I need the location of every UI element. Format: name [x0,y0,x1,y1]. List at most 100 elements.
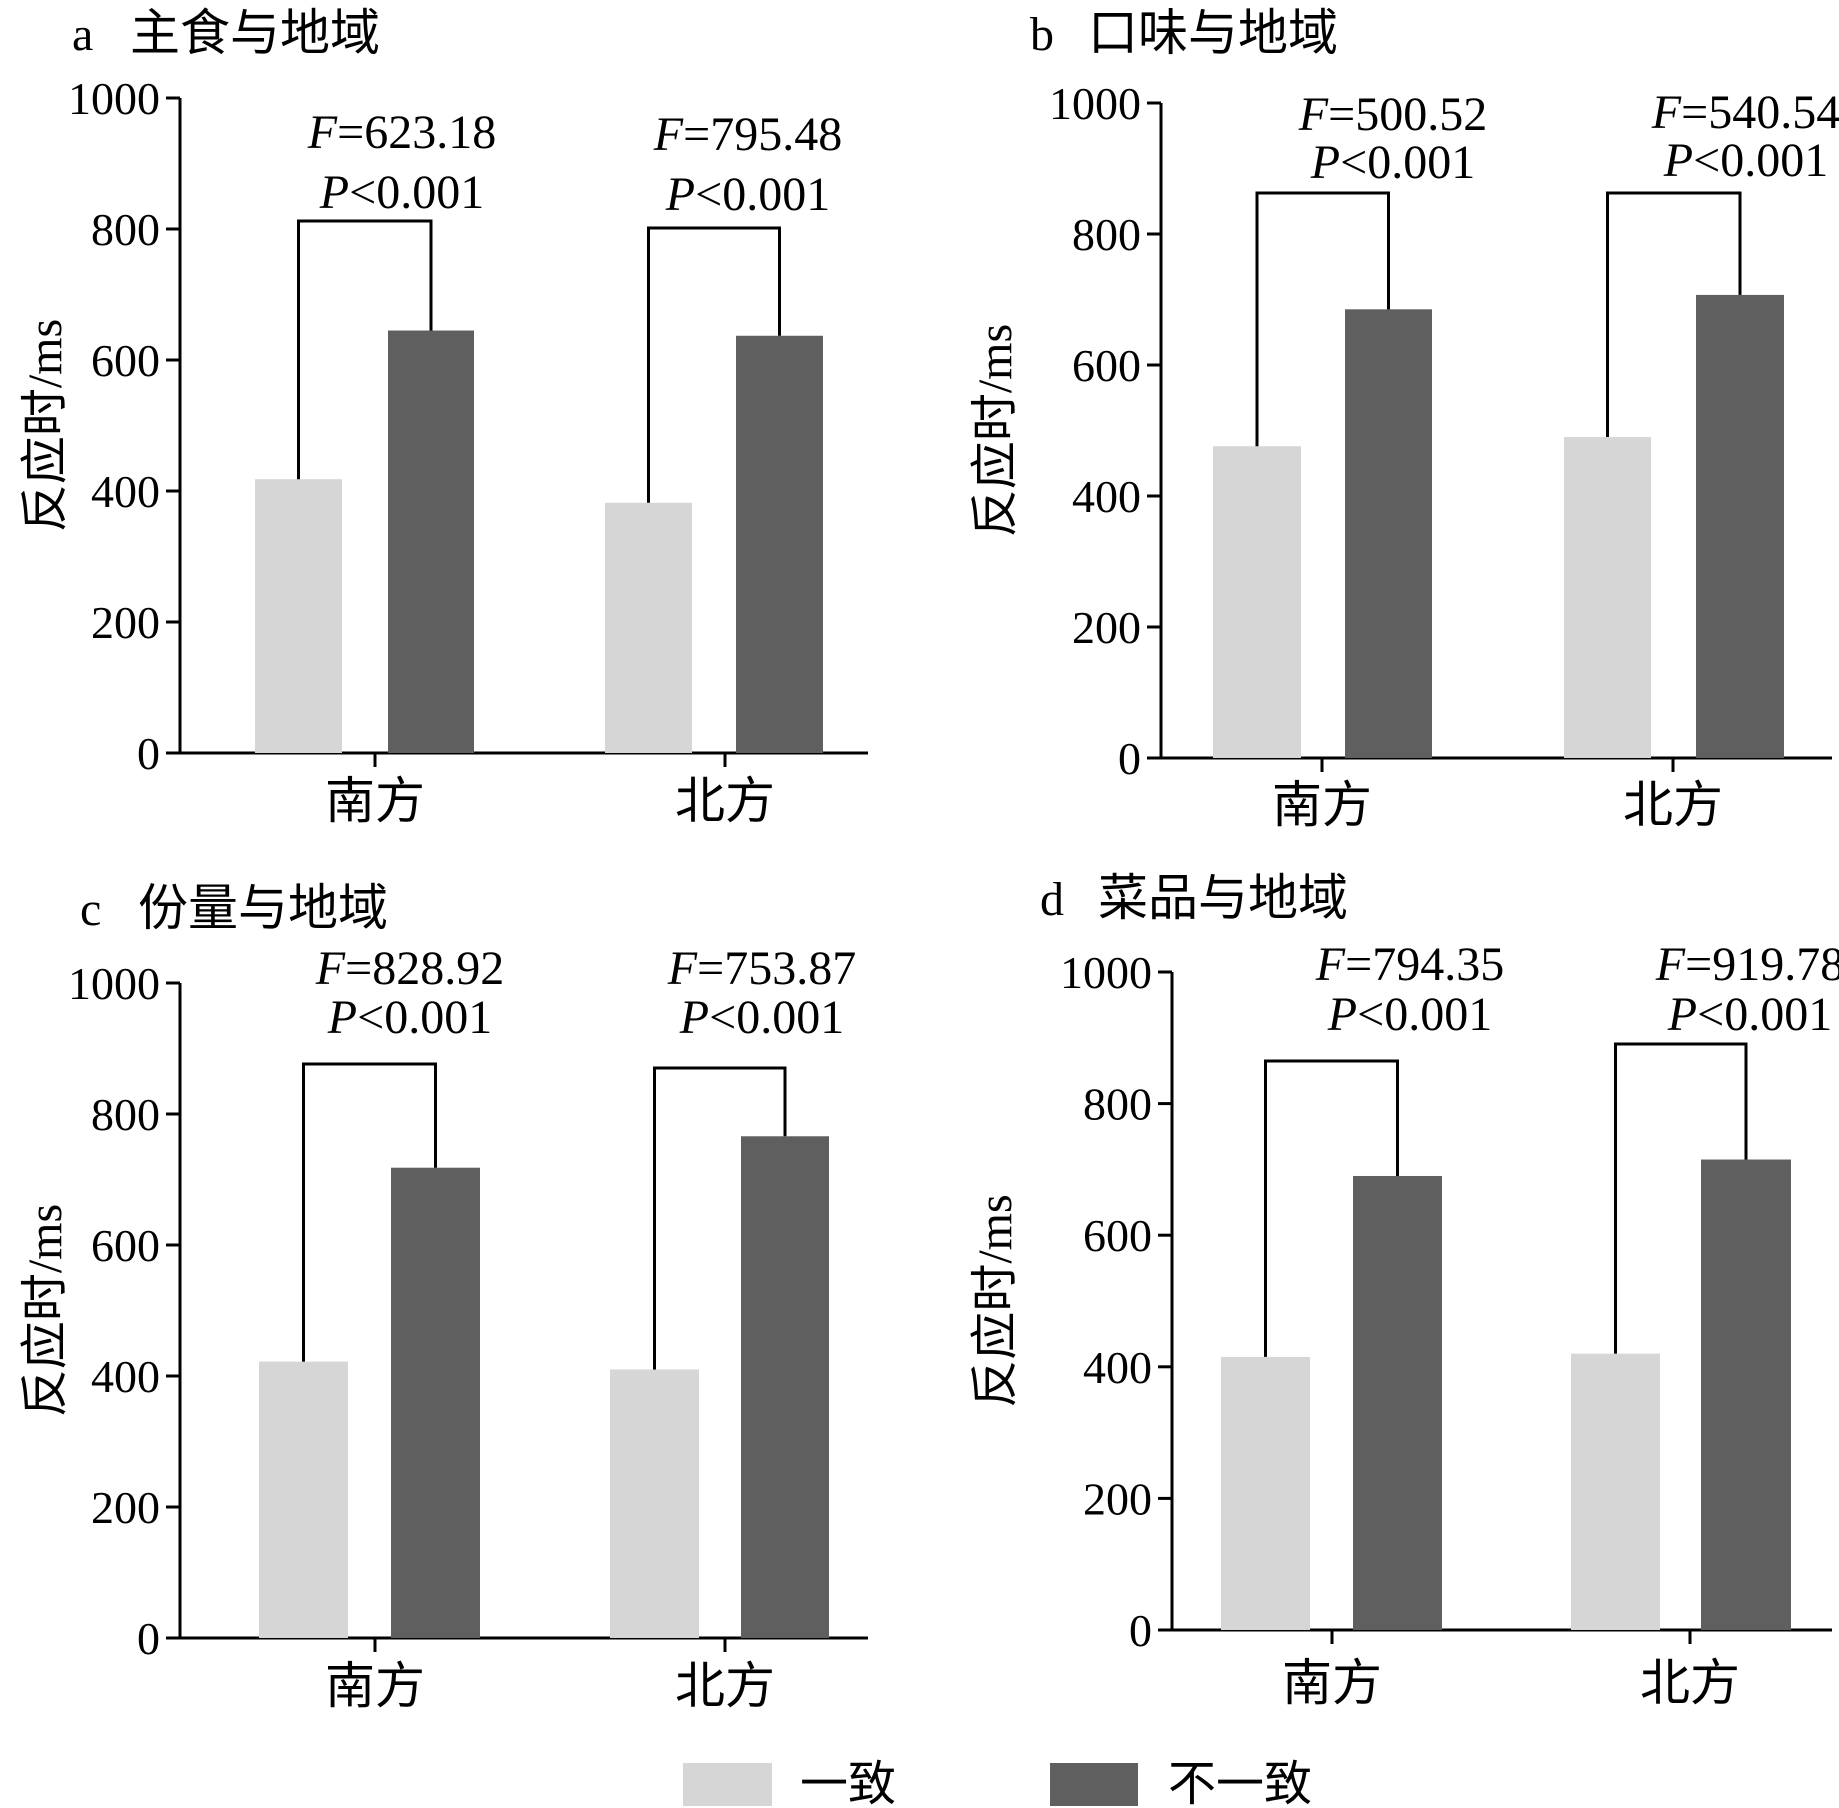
bar-inconsistent [1696,294,1784,758]
y-tick-label: 600 [91,1220,160,1271]
f-statistic-label: F=795.48 [653,108,842,161]
bar-consistent [259,1361,348,1638]
f-symbol: F [1298,88,1329,141]
y-tick-label: 400 [1072,471,1141,522]
f-value: =795.48 [683,108,842,161]
panel-letter: c [80,883,101,936]
y-tick-label: 0 [137,1613,160,1664]
panel-letter: d [1040,873,1064,926]
bar-inconsistent [1353,1175,1442,1630]
p-value: <0.001 [709,991,844,1044]
y-tick-label: 200 [91,597,160,648]
x-category-label: 北方 [1640,1655,1740,1711]
x-category-label: 北方 [1623,777,1723,833]
panel-letter: a [72,8,93,61]
legend: 一致 不一致 [683,1758,1312,1808]
x-category-label: 南方 [1272,777,1372,833]
f-value: =500.52 [1328,88,1487,141]
bar-inconsistent [741,1136,829,1638]
f-symbol: F [1651,86,1682,139]
y-tick-label: 600 [91,335,160,386]
significance-bracket [1606,191,1742,438]
x-category-label: 北方 [675,1658,775,1714]
f-statistic-label: F=623.18 [307,106,496,159]
p-value: <0.001 [349,166,484,219]
y-axis-label: 反应时/ms [969,324,1022,537]
y-tick-label: 0 [137,728,160,779]
significance-bracket [1264,1059,1399,1357]
f-value: =623.18 [337,106,496,159]
f-symbol: F [667,942,698,995]
f-statistic-label: F=500.52 [1298,88,1487,141]
p-value: <0.001 [1693,134,1828,187]
y-tick-label: 1000 [68,958,160,1009]
f-value: =919.78 [1685,938,1839,991]
y-tick-label: 800 [91,204,160,255]
significance-bracket [302,1062,437,1362]
y-tick-label: 200 [1072,602,1141,653]
significance-bracket [647,226,781,503]
f-statistic-label: F=753.87 [667,942,856,995]
y-tick-label: 200 [91,1482,160,1533]
f-statistic-label: F=794.35 [1315,938,1504,991]
f-value: =753.87 [697,942,856,995]
bar-consistent [605,502,692,753]
y-tick-label: 400 [91,466,160,517]
f-value: =794.35 [1345,938,1504,991]
y-tick-label: 1000 [1060,947,1152,998]
p-value-label: P<0.001 [1663,134,1828,187]
y-tick-label: 400 [1083,1342,1152,1393]
legend-label-consistent: 一致 [800,1758,896,1808]
p-symbol: P [665,168,695,221]
p-value-label: P<0.001 [679,991,844,1044]
p-symbol: P [679,991,709,1044]
y-tick-label: 1000 [68,73,160,124]
x-category-label: 南方 [1282,1655,1382,1711]
y-axis-label: 反应时/ms [19,319,72,532]
f-symbol: F [653,108,684,161]
significance-bracket [1614,1042,1748,1354]
f-symbol: F [307,106,338,159]
bar-consistent [255,479,342,753]
p-symbol: P [1327,988,1357,1041]
y-axis-label: 反应时/ms [969,1194,1022,1407]
f-symbol: F [1655,938,1686,991]
legend-swatch-consistent [683,1763,772,1806]
panel-title: 份量与地域 [138,880,388,936]
y-tick-label: 800 [1072,209,1141,260]
significance-bracket [1255,191,1390,447]
y-tick-label: 600 [1083,1210,1152,1261]
p-value: <0.001 [1697,988,1832,1041]
significance-bracket [653,1066,787,1370]
p-symbol: P [1667,988,1697,1041]
bar-consistent [1221,1356,1310,1630]
p-value: <0.001 [1357,988,1492,1041]
y-tick-label: 800 [91,1089,160,1140]
bar-inconsistent [1345,309,1432,758]
f-value: =828.92 [345,942,504,995]
significance-bracket [297,219,433,480]
p-symbol: P [1663,134,1693,187]
panel-title: 口味与地域 [1088,5,1338,61]
bar-consistent [610,1369,699,1638]
p-value-label: P<0.001 [327,991,492,1044]
y-axis-label: 反应时/ms [19,1204,72,1417]
bar-consistent [1213,446,1301,758]
y-tick-label: 0 [1129,1605,1152,1656]
p-value-label: P<0.001 [1327,988,1492,1041]
f-statistic-label: F=828.92 [315,942,504,995]
y-tick-label: 1000 [1049,78,1141,129]
f-value: =540.54 [1681,86,1839,139]
x-category-label: 南方 [325,1658,425,1714]
y-tick-label: 800 [1083,1079,1152,1130]
f-symbol: F [1315,938,1346,991]
p-value-label: P<0.001 [1667,988,1832,1041]
x-category-label: 北方 [675,773,775,829]
p-value: <0.001 [357,991,492,1044]
panel-title: 主食与地域 [130,5,380,61]
p-symbol: P [319,166,349,219]
